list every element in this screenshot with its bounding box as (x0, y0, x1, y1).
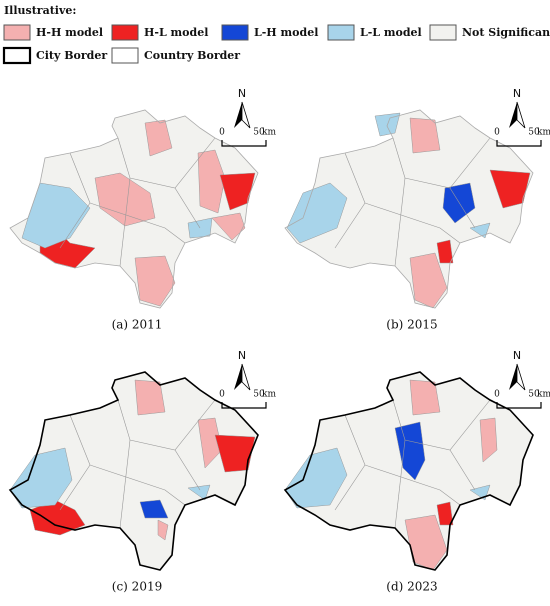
scale-bar (496, 140, 542, 147)
legend-label: Country Border (144, 49, 240, 62)
scale-label: 50 (253, 128, 265, 138)
panel-caption: (d) 2023 (386, 580, 437, 594)
scale-bar (496, 402, 542, 409)
region (134, 255, 176, 307)
county-border (392, 399, 491, 451)
legend-swatch (221, 24, 249, 41)
region (479, 417, 498, 463)
scale-bar (221, 402, 267, 409)
county-border (117, 137, 216, 189)
region (139, 499, 169, 519)
county-border (394, 439, 406, 529)
region (489, 169, 531, 209)
region (409, 379, 441, 416)
north-arrow (241, 363, 251, 391)
north-label: N (238, 349, 246, 362)
region (21, 182, 91, 249)
north-label: N (513, 349, 521, 362)
legend-swatch (3, 24, 31, 41)
legend-label: City Border (36, 49, 107, 62)
legend-title: Illustrative: (4, 4, 76, 17)
county-border (449, 187, 476, 229)
scale-label: km (262, 390, 276, 400)
map-base (285, 110, 533, 308)
scale-label: 0 (219, 128, 225, 138)
scale-label: 50 (528, 390, 540, 400)
region (436, 501, 454, 526)
region (214, 434, 256, 473)
county-border (117, 399, 216, 451)
region (409, 117, 441, 154)
legend-label: H-L model (144, 26, 208, 39)
legend-swatch (429, 24, 457, 41)
county-border (364, 202, 461, 244)
county-border (119, 177, 131, 267)
scale-label: km (537, 128, 550, 138)
scale-label: 0 (494, 128, 500, 138)
panel-caption: (c) 2019 (112, 580, 162, 594)
legend-label: L-H model (254, 26, 318, 39)
scale-label: 0 (219, 390, 225, 400)
panel-caption: (a) 2011 (112, 318, 163, 332)
region (436, 239, 454, 264)
legend-swatch (2, 46, 32, 65)
region (134, 379, 166, 416)
legend-label: L-L model (360, 26, 422, 39)
north-label: N (238, 87, 246, 100)
north-arrow (516, 101, 526, 129)
region (144, 119, 173, 157)
region (219, 172, 256, 211)
scale-label: 50 (253, 390, 265, 400)
scale-bar (221, 140, 267, 147)
north-arrow (234, 364, 242, 390)
north-label: N (513, 87, 521, 100)
region (404, 514, 448, 571)
region (409, 252, 448, 309)
county-border (394, 177, 406, 267)
legend-swatch (327, 24, 355, 41)
scale-label: 50 (528, 128, 540, 138)
region (157, 519, 169, 541)
north-arrow (241, 101, 251, 129)
north-arrow (516, 363, 526, 391)
legend-swatch (111, 24, 139, 41)
north-arrow (509, 102, 517, 128)
region (442, 182, 476, 224)
county-border (89, 464, 186, 506)
panel-caption: (b) 2015 (386, 318, 437, 332)
county-border (364, 464, 461, 506)
region (187, 484, 211, 501)
region (94, 172, 156, 227)
region (286, 182, 348, 244)
legend-swatch (111, 47, 139, 64)
county-border (89, 202, 186, 244)
legend-label: Not Significant (462, 26, 550, 39)
county-border (174, 187, 201, 229)
scale-label: 0 (494, 390, 500, 400)
north-arrow (234, 102, 242, 128)
county-border (174, 449, 201, 491)
legend-label: H-H model (36, 26, 103, 39)
region (211, 212, 246, 241)
region (394, 421, 426, 481)
scale-label: km (262, 128, 276, 138)
county-border (392, 137, 491, 189)
scale-label: km (537, 390, 550, 400)
county-border (119, 439, 131, 529)
county-border (449, 449, 476, 491)
region (197, 149, 226, 214)
north-arrow (509, 364, 517, 390)
